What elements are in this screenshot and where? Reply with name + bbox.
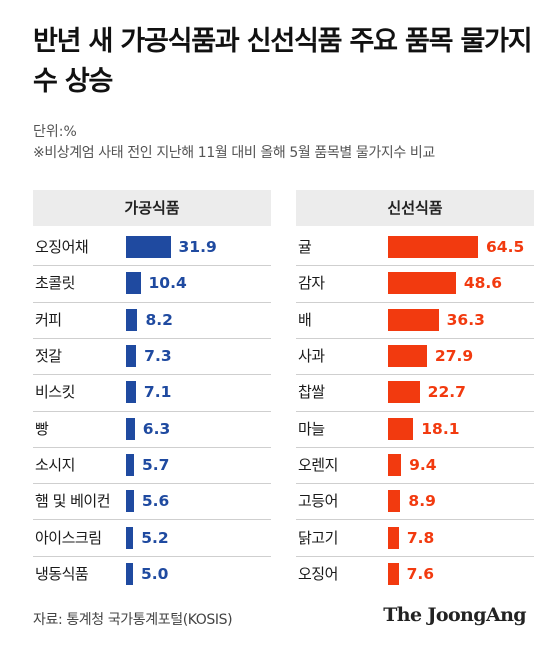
row-divider [296, 483, 534, 485]
category-label-fresh: 찹쌀 [298, 383, 325, 402]
bar-processed [126, 453, 134, 476]
bar-fresh [388, 308, 439, 331]
category-label-fresh: 귤 [298, 238, 312, 257]
row-divider [296, 555, 534, 557]
value-label-fresh: 36.3 [446, 310, 485, 329]
category-label-fresh: 감자 [298, 274, 325, 293]
category-label-processed: 비스킷 [35, 383, 75, 402]
publisher-logo: The JoongAng [383, 604, 526, 626]
category-label-processed: 젓갈 [35, 347, 62, 366]
bar-fresh [388, 526, 399, 549]
bar-fresh [388, 417, 414, 440]
bar-fresh [388, 345, 427, 368]
category-label-fresh: 오징어 [298, 564, 338, 583]
category-label-processed: 냉동식품 [35, 564, 89, 583]
value-label-processed: 6.3 [142, 419, 171, 438]
bar-processed [126, 381, 136, 404]
category-label-processed: 햄 및 베이컨 [35, 492, 111, 511]
row-divider [296, 265, 534, 267]
category-label-processed: 소시지 [35, 455, 75, 474]
value-label-processed: 5.2 [141, 528, 169, 547]
row-divider [33, 301, 271, 303]
row-divider [33, 446, 271, 448]
value-label-processed: 8.2 [145, 310, 173, 329]
value-label-processed: 10.4 [148, 274, 187, 293]
value-label-processed: 7.3 [144, 347, 172, 366]
category-label-fresh: 사과 [298, 347, 325, 366]
category-label-fresh: 고등어 [298, 492, 338, 511]
panel-header-processed: 가공식품 [33, 190, 271, 226]
source-note: 자료: 통계청 국가통계포털(KOSIS) [33, 612, 233, 628]
footnote: ※비상계엄 사태 전인 지난해 11월 대비 올해 5월 품목별 물가지수 비교 [33, 145, 435, 161]
row-divider [33, 519, 271, 521]
value-label-fresh: 64.5 [486, 238, 525, 257]
row-divider [33, 337, 271, 339]
bar-processed [126, 345, 137, 368]
category-label-processed: 커피 [35, 310, 62, 329]
unit-label: 단위:% [33, 124, 77, 140]
bar-fresh [388, 381, 420, 404]
value-label-processed: 5.6 [141, 492, 170, 511]
value-label-processed: 31.9 [178, 238, 217, 257]
value-label-processed: 5.0 [140, 564, 169, 583]
panel-header-fresh: 신선식품 [296, 190, 534, 226]
bar-processed [126, 526, 134, 549]
row-divider [33, 265, 271, 267]
category-label-fresh: 오렌지 [298, 455, 338, 474]
category-label-fresh: 마늘 [298, 419, 325, 438]
row-divider [296, 446, 534, 448]
category-label-fresh: 배 [298, 310, 312, 329]
bar-fresh [388, 453, 402, 476]
bar-processed [126, 562, 133, 585]
value-label-processed: 7.1 [143, 383, 172, 402]
value-label-fresh: 22.7 [427, 383, 466, 402]
row-divider [33, 374, 271, 376]
row-divider [296, 519, 534, 521]
bar-fresh [388, 272, 456, 295]
row-divider [33, 410, 271, 412]
row-divider [33, 483, 271, 485]
bar-processed [126, 490, 134, 513]
bar-processed [126, 417, 135, 440]
chart-title: 반년 새 가공식품과 신선식품 주요 품목 물가지수 상승 [33, 26, 533, 97]
value-label-fresh: 7.6 [406, 564, 435, 583]
row-divider [33, 555, 271, 557]
category-label-processed: 초콜릿 [35, 274, 75, 293]
value-label-fresh: 18.1 [421, 419, 460, 438]
bar-processed [126, 272, 141, 295]
category-label-processed: 아이스크림 [35, 528, 102, 547]
value-label-fresh: 8.9 [408, 492, 436, 511]
value-label-fresh: 27.9 [434, 347, 474, 366]
value-label-fresh: 7.8 [406, 528, 435, 547]
value-label-fresh: 48.6 [463, 274, 503, 293]
row-divider [296, 374, 534, 376]
row-divider [296, 301, 534, 303]
bar-processed [126, 236, 171, 259]
bar-processed [126, 308, 138, 331]
category-label-processed: 빵 [35, 419, 49, 438]
bar-fresh [388, 236, 478, 259]
value-label-fresh: 9.4 [409, 455, 437, 474]
bar-fresh [388, 562, 399, 585]
row-divider [296, 337, 534, 339]
bar-fresh [388, 490, 401, 513]
value-label-processed: 5.7 [141, 455, 170, 474]
category-label-processed: 오징어채 [35, 238, 89, 257]
category-label-fresh: 닭고기 [298, 528, 338, 547]
row-divider [296, 410, 534, 412]
